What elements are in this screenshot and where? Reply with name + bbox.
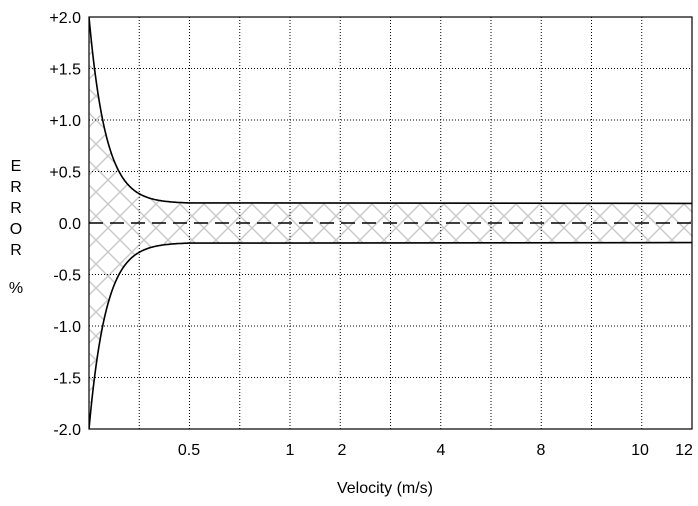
- y-axis-title-letter: R: [10, 242, 22, 259]
- y-axis-title-letter: R: [10, 179, 22, 196]
- x-tick-labels: 0.5 1 2 4 8 10 12: [178, 442, 693, 459]
- y-axis-unit: %: [9, 280, 23, 297]
- x-tick-label: 1: [286, 442, 295, 459]
- y-tick-labels: +2.0 +1.5 +1.0 +0.5 0.0 -0.5 -1.0 -1.5 -2.0: [49, 10, 81, 439]
- y-tick-label: +0.5: [49, 165, 81, 182]
- x-tick-label: 8: [537, 442, 546, 459]
- y-axis-title-letter: E: [11, 158, 22, 175]
- x-tick-label: 4: [437, 442, 446, 459]
- y-tick-label: 0.0: [59, 216, 81, 233]
- y-axis-title-letter: O: [10, 221, 22, 238]
- y-tick-label: -0.5: [53, 268, 81, 285]
- lower-limit-line: [89, 241, 692, 429]
- y-tick-label: +1.5: [49, 62, 81, 79]
- y-tick-label: +1.0: [49, 113, 81, 130]
- y-axis-title-letter: R: [10, 200, 22, 217]
- plot-frame: [88, 16, 693, 430]
- y-tick-label: +2.0: [49, 10, 81, 27]
- y-tick-label: -2.0: [53, 422, 81, 439]
- y-tick-label: -1.0: [53, 319, 81, 336]
- x-tick-label: 12: [675, 442, 693, 459]
- upper-limit-line: [89, 17, 692, 205]
- x-tick-label: 2: [338, 442, 347, 459]
- x-tick-label: 0.5: [178, 442, 200, 459]
- y-tick-label: -1.5: [53, 371, 81, 388]
- x-axis-title: Velocity (m/s): [337, 480, 433, 497]
- x-tick-label: 10: [631, 442, 649, 459]
